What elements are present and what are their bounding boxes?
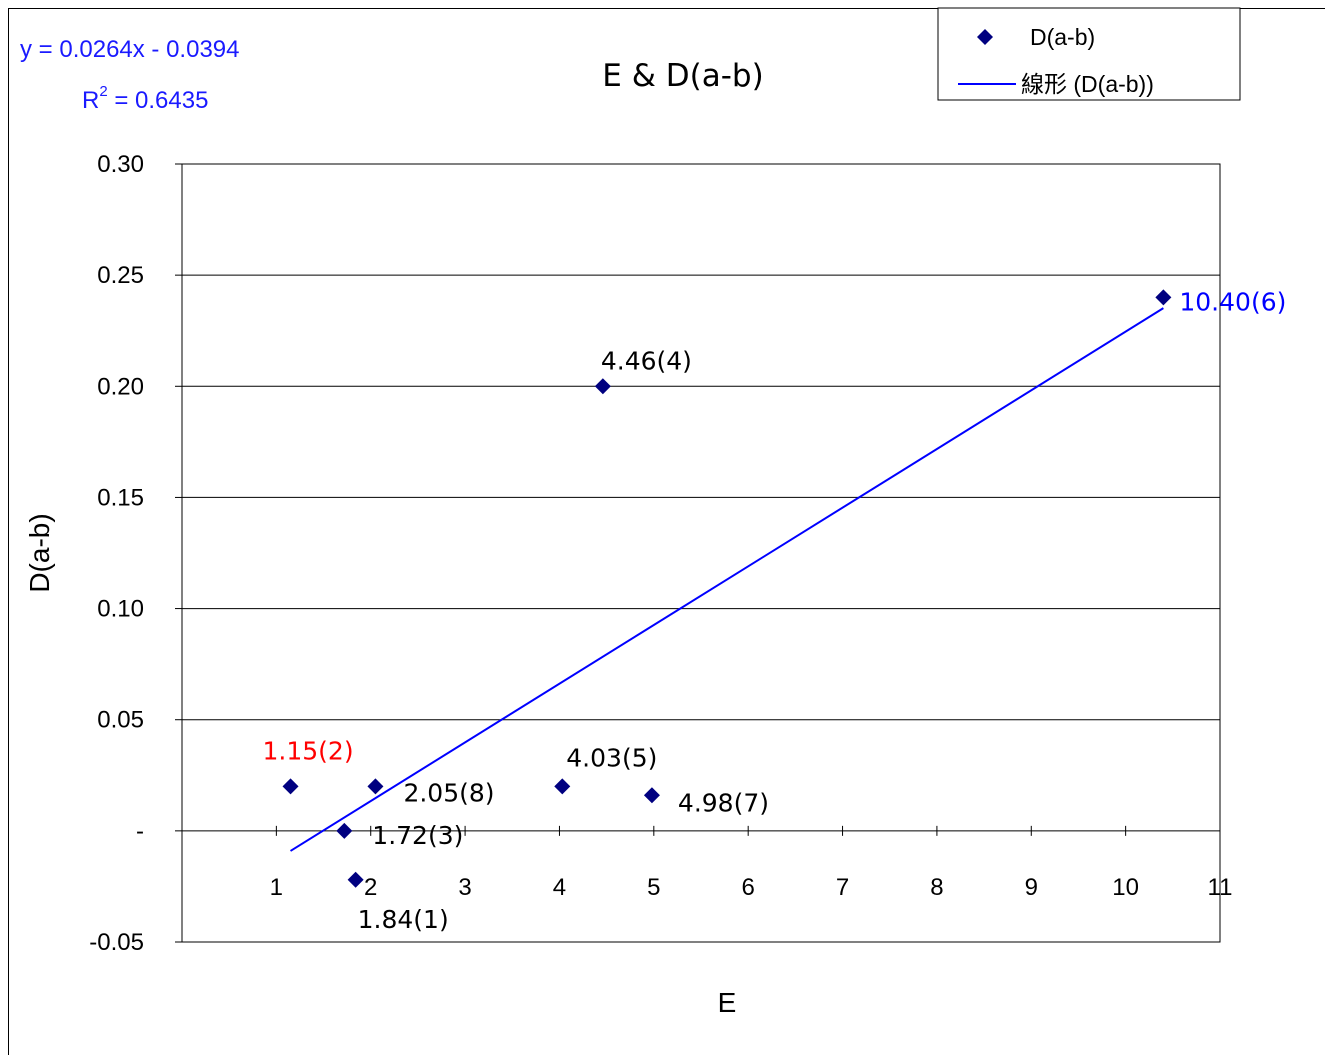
x-axis-label: E [718, 987, 737, 1018]
data-point [554, 778, 571, 795]
x-tick-label: 11 [1208, 874, 1233, 901]
y-tick-label: -0.05 [89, 929, 144, 956]
trendline-equation: y = 0.0264x - 0.0394 [20, 36, 240, 63]
x-tick-label: 2 [364, 874, 377, 901]
x-tick-label: 8 [930, 874, 943, 901]
data-point [594, 378, 611, 395]
x-tick-label: 3 [458, 874, 471, 901]
data-point [282, 778, 299, 795]
trendline-line [289, 307, 1164, 852]
data-point [367, 778, 384, 795]
data-point [1155, 289, 1172, 306]
legend-entry-series: D(a-b) [1030, 24, 1095, 50]
data-points [282, 289, 1172, 888]
data-point [336, 822, 353, 839]
x-tick-label: 7 [836, 874, 849, 901]
y-tick-label: - [136, 818, 144, 845]
x-tick-label: 1 [270, 874, 283, 901]
y-axis-ticks: -0.05-0.050.100.150.200.250.30 [89, 151, 182, 956]
y-tick-label: 0.10 [97, 596, 144, 623]
x-tick-label: 9 [1025, 874, 1038, 901]
data-point [347, 871, 364, 888]
x-tick-label: 10 [1112, 874, 1139, 901]
data-label: 1.72(3) [372, 821, 463, 850]
trendline [289, 307, 1164, 852]
y-tick-label: 0.15 [97, 484, 144, 511]
data-label: 1.15(2) [263, 736, 354, 765]
data-label: 4.03(5) [566, 743, 657, 772]
y-tick-label: 0.25 [97, 262, 144, 289]
data-point [643, 787, 660, 804]
y-axis-label: D(a-b) [24, 513, 55, 592]
y-tick-label: 0.05 [97, 707, 144, 734]
legend-diamond-icon [977, 29, 993, 45]
x-axis: 1 2 3 4 5 6 7 8 9 10 11 [181, 825, 1233, 901]
legend-entry-trendline: 線形 (D(a-b)) [1021, 71, 1154, 97]
x-tick-label: 4 [553, 874, 566, 901]
legend: D(a-b) 線形 (D(a-b)) [937, 7, 1241, 101]
x-tick-label: 6 [742, 874, 755, 901]
chart-frame [8, 8, 1325, 1055]
gridlines [182, 274, 1220, 721]
data-labels: 1.15(2) 1.72(3) 1.84(1) 2.05(8) 4.03(5) 4.46(… [263, 287, 1287, 933]
x-tick-label: 5 [647, 874, 660, 901]
y-tick-label: 0.30 [97, 151, 144, 178]
chart-title: E & D(a-b) [602, 58, 763, 94]
r-squared: R2 = 0.6435 [82, 83, 208, 114]
data-label: 1.84(1) [358, 905, 449, 934]
data-label: 2.05(8) [403, 778, 494, 807]
data-label: 4.98(7) [678, 788, 769, 817]
data-label: 10.40(6) [1179, 287, 1286, 316]
plot-area [181, 163, 1221, 943]
y-tick-label: 0.20 [97, 373, 144, 400]
data-label: 4.46(4) [601, 346, 692, 375]
